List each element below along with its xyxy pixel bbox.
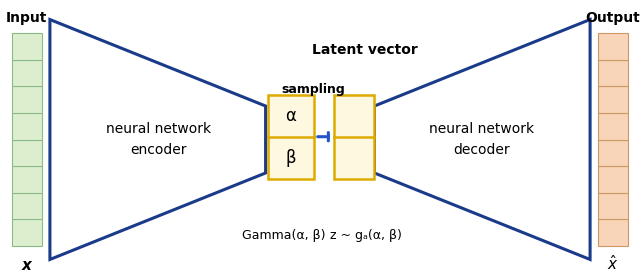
Bar <box>598 86 628 113</box>
Bar <box>598 219 628 246</box>
Bar <box>12 86 42 113</box>
Text: z ~ gₐ(α, β): z ~ gₐ(α, β) <box>330 229 402 242</box>
Polygon shape <box>374 20 590 259</box>
Text: Output: Output <box>586 11 640 25</box>
Text: Latent vector: Latent vector <box>312 43 418 57</box>
Text: α: α <box>285 107 296 125</box>
Text: sampling: sampling <box>282 83 346 96</box>
Bar <box>598 193 628 219</box>
Bar <box>12 219 42 246</box>
Text: β: β <box>285 149 296 167</box>
Text: Input: Input <box>6 11 47 25</box>
Text: $\hat{x}$: $\hat{x}$ <box>607 254 619 273</box>
Bar <box>12 60 42 86</box>
Bar <box>598 33 628 60</box>
Text: x: x <box>22 258 32 273</box>
Text: neural network
decoder: neural network decoder <box>429 122 534 157</box>
Bar <box>598 60 628 86</box>
Polygon shape <box>50 20 266 259</box>
Bar <box>334 95 374 179</box>
Bar <box>12 140 42 166</box>
Bar <box>12 166 42 193</box>
Text: neural network
encoder: neural network encoder <box>106 122 211 157</box>
Text: Gamma(α, β): Gamma(α, β) <box>243 229 326 242</box>
Bar <box>268 95 314 179</box>
Bar <box>598 140 628 166</box>
Bar <box>598 166 628 193</box>
Bar <box>12 33 42 60</box>
Bar <box>598 113 628 140</box>
Bar <box>12 113 42 140</box>
Bar <box>12 193 42 219</box>
